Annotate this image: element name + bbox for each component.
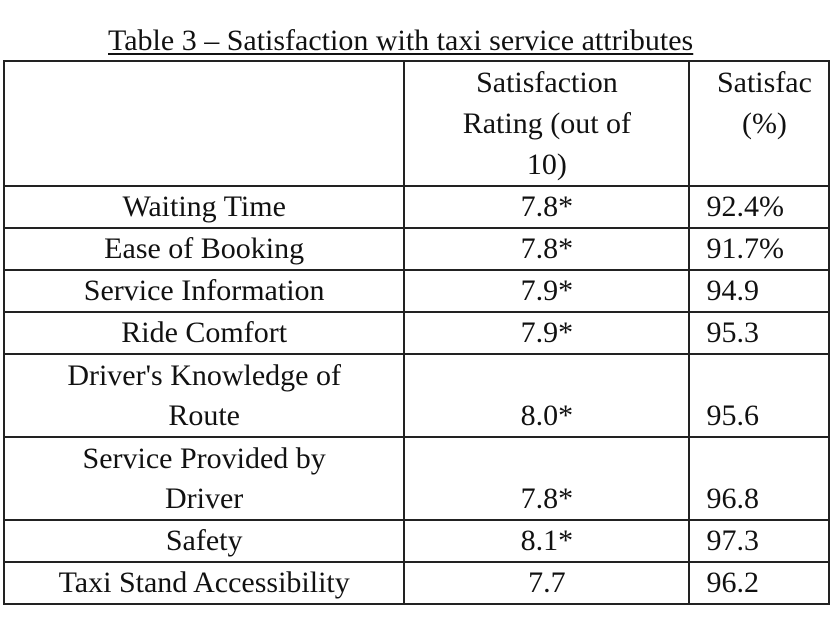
row-percent: 96.2 xyxy=(688,561,830,605)
row-rating: 8.0* xyxy=(403,353,691,438)
table-row: Ride Comfort 7.9* 95.3 xyxy=(2,311,830,355)
row-attribute: Service Information xyxy=(2,269,406,313)
row-attribute: Waiting Time xyxy=(2,185,406,229)
satisfaction-table: Satisfaction Rating (out of 10) Satisfac… xyxy=(2,60,830,605)
row-attribute: Taxi Stand Accessibility xyxy=(2,561,406,605)
row-attribute-label: Service Provided by Driver xyxy=(82,441,326,515)
row-attribute: Ride Comfort xyxy=(2,311,406,355)
row-attribute: Ease of Booking xyxy=(2,227,406,271)
row-rating: 8.1* xyxy=(403,519,691,563)
header-percent: Satisfac (%) xyxy=(688,60,830,187)
header-attribute xyxy=(2,60,406,187)
table-row: Service Information 7.9* 94.9 xyxy=(2,269,830,313)
table-row: Service Provided by Driver 7.8* 96.8 xyxy=(2,436,830,521)
table-row: Safety 8.1* 97.3 xyxy=(2,519,830,563)
row-attribute: Driver's Knowledge of Route xyxy=(2,353,406,438)
row-rating: 7.9* xyxy=(403,311,691,355)
row-rating: 7.7 xyxy=(403,561,691,605)
satisfaction-table-container: Satisfaction Rating (out of 10) Satisfac… xyxy=(0,60,830,608)
table-row: Waiting Time 7.8* 92.4% xyxy=(2,185,830,229)
table-row: Ease of Booking 7.8* 91.7% xyxy=(2,227,830,271)
header-rating-label: Satisfaction Rating (out of 10) xyxy=(462,66,632,181)
table-row: Driver's Knowledge of Route 8.0* 95.6 xyxy=(2,353,830,438)
row-attribute-label: Driver's Knowledge of Route xyxy=(67,358,341,432)
row-percent: 97.3 xyxy=(688,519,830,563)
row-percent: 95.6 xyxy=(688,353,830,438)
table-caption: Table 3 – Satisfaction with taxi service… xyxy=(108,24,694,57)
table-row: Taxi Stand Accessibility 7.7 96.2 xyxy=(2,561,830,605)
row-rating: 7.9* xyxy=(403,269,691,313)
row-percent: 94.9 xyxy=(688,269,830,313)
row-percent: 91.7% xyxy=(688,227,830,271)
header-rating: Satisfaction Rating (out of 10) xyxy=(403,60,691,187)
row-rating: 7.8* xyxy=(403,436,691,521)
row-rating: 7.8* xyxy=(403,185,691,229)
header-percent-label: Satisfac (%) xyxy=(716,66,812,140)
row-percent: 92.4% xyxy=(688,185,830,229)
row-percent: 96.8 xyxy=(688,436,830,521)
row-attribute: Service Provided by Driver xyxy=(2,436,406,521)
row-attribute: Safety xyxy=(2,519,406,563)
header-row: Satisfaction Rating (out of 10) Satisfac… xyxy=(2,60,830,187)
row-rating: 7.8* xyxy=(403,227,691,271)
row-percent: 95.3 xyxy=(688,311,830,355)
